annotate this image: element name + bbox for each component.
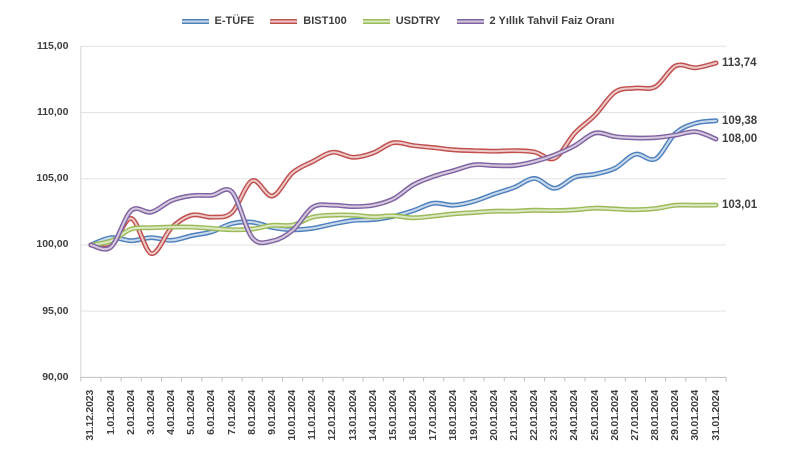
legend-label: USDTRY <box>395 15 441 27</box>
x-axis-label: 7.01.2024 <box>225 390 238 435</box>
y-axis-label: 100,00 <box>36 238 69 251</box>
x-axis-label: 20.01.2024 <box>487 390 500 441</box>
x-axis-label: 29.01.2024 <box>669 390 682 441</box>
x-axis-label: 24.01.2024 <box>568 390 581 441</box>
y-axis-label: 95,00 <box>42 304 69 317</box>
legend-item-usdtry: USDTRY <box>362 15 441 27</box>
x-axis-label: 13.01.2024 <box>346 390 359 441</box>
series-line-core <box>89 119 718 246</box>
series-2-y-ll-k-tahvil-faiz-oran- <box>88 129 719 252</box>
legend-item-e-t-fe: E-TÜFE <box>181 15 255 27</box>
x-axis-label: 6.01.2024 <box>205 390 218 435</box>
x-axis-label: 9.01.2024 <box>265 390 278 435</box>
y-axis-label: 105,00 <box>36 172 69 185</box>
chart-legend: E-TÜFE BIST100 USDTRY 2 Yıllık Tahvil Faiz … <box>0 13 795 29</box>
legend-item-2-y-ll-k-tahvil-faiz-oran-: 2 Yıllık Tahvil Faiz Oranı <box>456 15 615 27</box>
x-axis-label: 5.01.2024 <box>185 390 198 435</box>
legend-label: E-TÜFE <box>214 15 255 27</box>
x-axis-label: 8.01.2024 <box>245 390 258 435</box>
legend-line-swatch <box>456 18 484 24</box>
series-bist100 <box>88 60 719 257</box>
x-axis-label: 11.01.2024 <box>306 390 319 440</box>
x-axis-label: 27.01.2024 <box>628 390 641 441</box>
y-axis-label: 90,00 <box>42 370 69 383</box>
legend-line-swatch <box>270 18 298 24</box>
y-axis-label: 110,00 <box>36 106 69 119</box>
legend-line-swatch <box>181 18 209 24</box>
series-line-core <box>89 203 718 246</box>
x-axis-label: 4.01.2024 <box>165 390 178 435</box>
legend-label: 2 Yıllık Tahvil Faiz Oranı <box>489 15 615 27</box>
x-axis-label: 23.01.2024 <box>548 390 561 441</box>
x-axis-label: 10.01.2024 <box>286 390 299 441</box>
data-label-bist100: 113,74 <box>722 56 757 69</box>
x-axis-label: 1.01.2024 <box>104 390 117 435</box>
x-axis-label: 19.01.2024 <box>467 390 480 441</box>
x-axis-label: 22.01.2024 <box>528 390 541 441</box>
x-axis-label: 3.01.2024 <box>144 390 157 435</box>
x-axis-label: 17.01.2024 <box>427 390 440 441</box>
x-axis-label: 16.01.2024 <box>407 390 420 441</box>
x-axis-label: 2.01.2024 <box>124 390 137 435</box>
data-label-e-t-fe: 109,38 <box>722 114 758 127</box>
legend-line-swatch <box>362 18 390 24</box>
x-axis-label: 12.01.2024 <box>326 390 339 441</box>
series-usdtry <box>88 202 719 248</box>
x-axis-label: 31.12.2023 <box>84 390 97 441</box>
series-line-core <box>89 130 718 251</box>
legend-label: BIST100 <box>303 15 347 27</box>
x-axis-label: 25.01.2024 <box>588 390 601 441</box>
x-axis-label: 31.01.2024 <box>709 390 722 441</box>
x-axis-label: 30.01.2024 <box>689 390 702 441</box>
data-label-usdtry: 103,01 <box>722 199 758 212</box>
x-axis-label: 18.01.2024 <box>447 390 460 441</box>
x-axis-label: 14.01.2024 <box>366 390 379 441</box>
x-axis-label: 15.01.2024 <box>386 390 399 441</box>
data-label-2-y-ll-k-tahvil-faiz-oran-: 108,00 <box>722 133 758 145</box>
series-e-t-fe <box>88 118 719 248</box>
series-line-outer <box>88 129 719 252</box>
series-line-core <box>89 61 718 255</box>
x-axis-label: 28.01.2024 <box>649 390 662 441</box>
legend-item-bist100: BIST100 <box>269 15 347 27</box>
y-axis-label: 115,00 <box>36 39 69 52</box>
x-axis-label: 26.01.2024 <box>608 390 621 441</box>
x-axis-label: 21.01.2024 <box>507 390 520 441</box>
